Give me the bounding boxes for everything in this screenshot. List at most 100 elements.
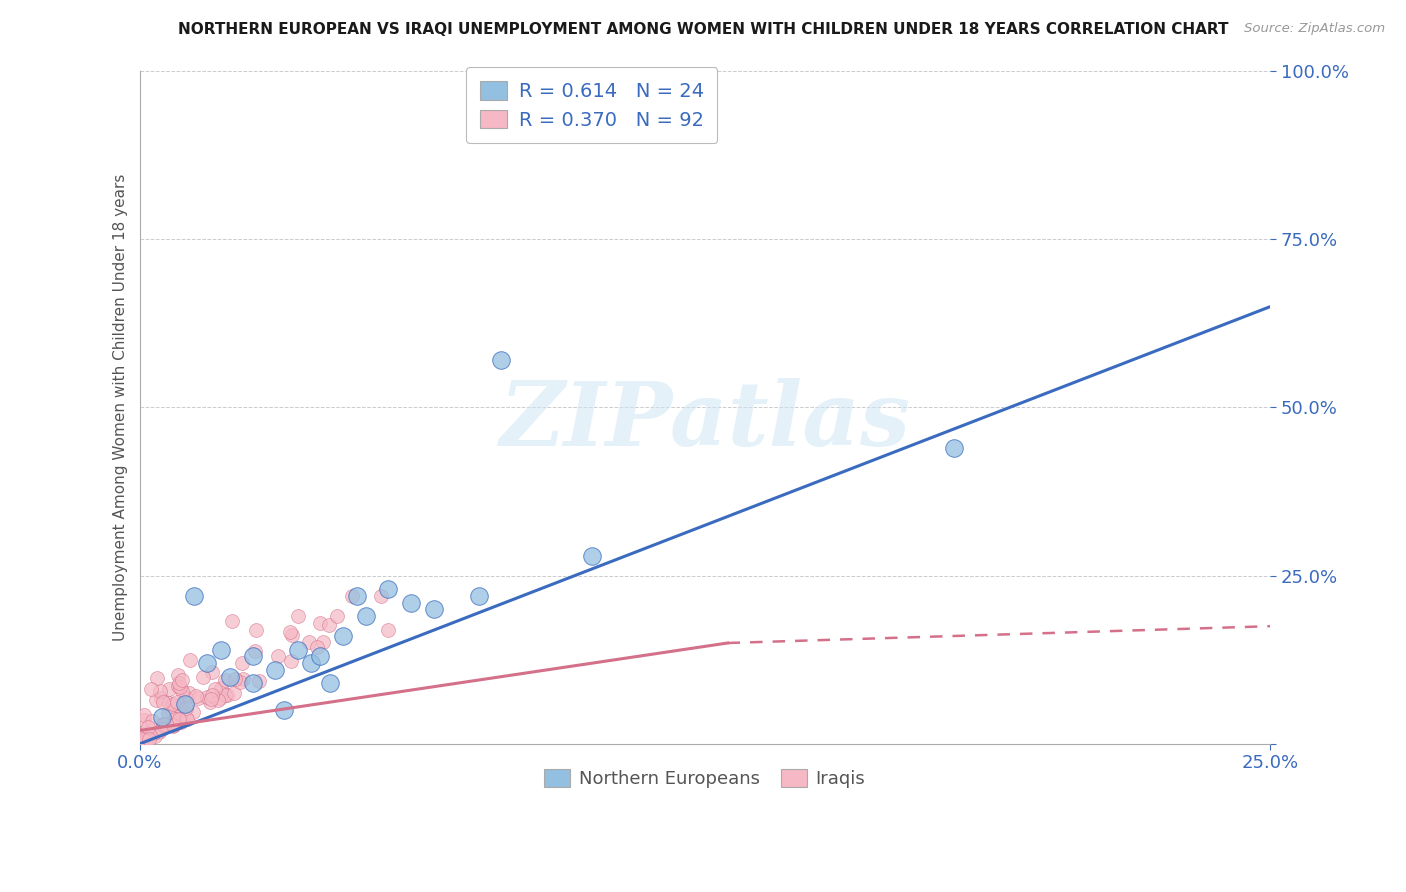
Point <box>150 690 173 705</box>
Point <box>172 705 194 719</box>
Point <box>198 695 221 709</box>
Point <box>325 609 347 624</box>
Point <box>176 690 198 705</box>
Point <box>422 602 444 616</box>
Point <box>162 718 184 732</box>
Point <box>318 618 340 632</box>
Point <box>167 679 190 693</box>
Point <box>166 706 188 720</box>
Point <box>201 688 224 702</box>
Point <box>152 718 174 732</box>
Point <box>139 682 162 697</box>
Point <box>148 725 170 739</box>
Point <box>153 717 176 731</box>
Point <box>157 706 180 721</box>
Point <box>208 690 231 705</box>
Point <box>156 718 179 732</box>
Point <box>305 640 328 655</box>
Point <box>167 675 190 690</box>
Point <box>162 697 184 711</box>
Point <box>138 731 160 746</box>
Point <box>172 683 194 698</box>
Legend: Northern Europeans, Iraqis: Northern Europeans, Iraqis <box>537 762 873 796</box>
Point <box>152 695 174 709</box>
Point <box>209 642 232 657</box>
Point <box>354 609 377 624</box>
Point <box>468 589 491 603</box>
Point <box>163 718 186 732</box>
Point <box>152 716 174 731</box>
Point <box>187 690 209 705</box>
Point <box>150 710 173 724</box>
Point <box>217 688 239 702</box>
Point <box>209 681 232 695</box>
Point <box>145 692 167 706</box>
Point <box>377 582 399 597</box>
Point <box>278 624 301 639</box>
Point <box>183 589 205 603</box>
Point <box>138 727 160 741</box>
Point <box>232 672 254 686</box>
Point <box>221 614 243 628</box>
Point <box>195 656 218 670</box>
Point <box>166 668 188 682</box>
Point <box>200 665 222 680</box>
Point <box>399 596 422 610</box>
Point <box>135 732 157 747</box>
Point <box>149 684 172 698</box>
Point <box>183 705 205 719</box>
Point <box>280 628 302 642</box>
Point <box>143 729 166 743</box>
Point <box>169 698 191 713</box>
Point <box>242 676 264 690</box>
Point <box>287 642 309 657</box>
Point <box>377 623 399 637</box>
Point <box>264 663 287 677</box>
Point <box>491 353 513 368</box>
Point <box>179 653 201 667</box>
Point <box>204 682 226 697</box>
Point <box>150 723 173 737</box>
Text: Source: ZipAtlas.com: Source: ZipAtlas.com <box>1244 22 1385 36</box>
Point <box>169 680 191 694</box>
Point <box>942 441 965 455</box>
Point <box>581 549 603 563</box>
Point <box>219 670 242 684</box>
Point <box>145 671 167 685</box>
Point <box>193 670 215 684</box>
Point <box>224 672 246 686</box>
Point <box>273 703 295 717</box>
Point <box>132 732 155 747</box>
Point <box>195 690 218 704</box>
Point <box>134 713 156 727</box>
Point <box>309 649 332 664</box>
Point <box>298 635 321 649</box>
Point <box>370 589 392 603</box>
Point <box>173 697 195 711</box>
Point <box>157 682 180 697</box>
Point <box>176 711 198 725</box>
Point <box>128 728 150 742</box>
Point <box>132 708 155 723</box>
Point <box>332 629 354 643</box>
Point <box>247 673 270 688</box>
Point <box>143 725 166 739</box>
Point <box>173 710 195 724</box>
Point <box>207 692 229 706</box>
Point <box>170 673 193 688</box>
Point <box>280 655 302 669</box>
Point <box>155 716 177 731</box>
Point <box>242 649 264 664</box>
Point <box>141 714 163 729</box>
Point <box>243 644 266 658</box>
Point <box>129 735 152 749</box>
Point <box>312 635 335 649</box>
Point <box>267 648 290 663</box>
Point <box>229 675 252 690</box>
Point <box>318 676 340 690</box>
Point <box>138 720 160 734</box>
Point <box>186 689 208 703</box>
Point <box>309 615 332 630</box>
Point <box>176 701 198 715</box>
Point <box>299 656 322 670</box>
